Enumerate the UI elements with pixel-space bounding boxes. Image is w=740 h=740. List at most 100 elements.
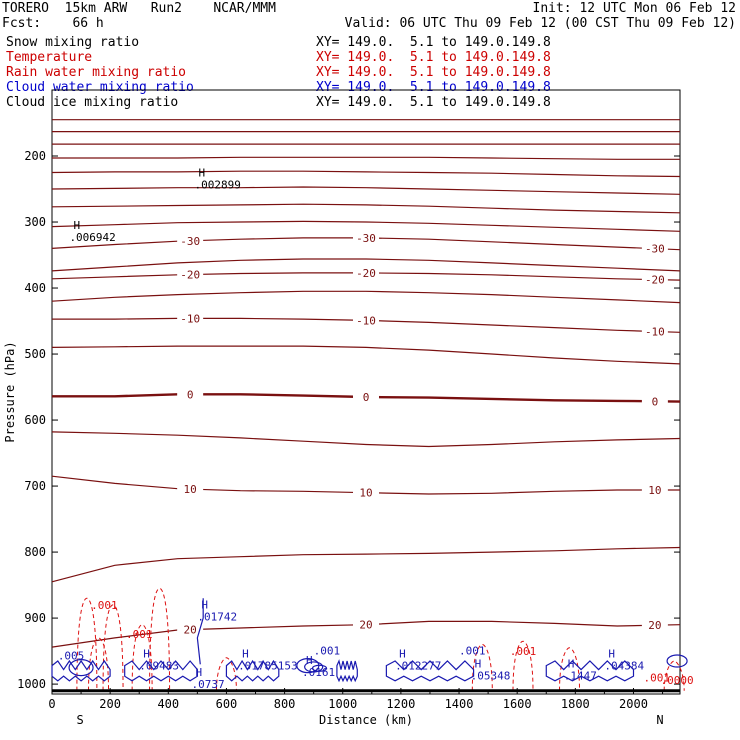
x-tick-label-2: 400 bbox=[157, 697, 179, 711]
cloud-water-cell-2 bbox=[304, 661, 324, 673]
y-tick-label-4: 600 bbox=[24, 413, 46, 427]
isotherm-label-bg bbox=[353, 390, 379, 403]
plot-frame bbox=[51, 89, 681, 695]
isotherm-label-16-2: 10 bbox=[648, 484, 661, 497]
max-marker-0: H bbox=[198, 166, 205, 179]
isotherm-label-12-0: -10 bbox=[180, 312, 200, 325]
y-tick-label-1: 300 bbox=[24, 215, 46, 229]
field-name-3: Cloud water mixing ratio bbox=[6, 80, 194, 95]
max-value-4: .01785153 bbox=[238, 660, 298, 673]
isotherm-3 bbox=[52, 156, 680, 160]
max-value-11: .001 bbox=[314, 644, 341, 657]
isotherm-15 bbox=[51, 431, 681, 448]
field-name-0: Snow mixing ratio bbox=[6, 35, 140, 50]
rain-label-1: .001 bbox=[126, 628, 153, 641]
rain-contour-5 bbox=[215, 657, 237, 691]
cloud-water-contour-3 bbox=[336, 659, 358, 683]
isotherm-label-12-1: -10 bbox=[356, 314, 376, 327]
rain-contour-7 bbox=[512, 640, 534, 691]
field-xy-2: XY= 149.0. 5.1 to 149.0.149.8 bbox=[316, 65, 551, 80]
rain-label-3: .001 bbox=[643, 671, 670, 684]
cloud-water-contour-0 bbox=[51, 659, 111, 682]
field-xy-0: XY= 149.0. 5.1 to 149.0.149.8 bbox=[316, 35, 551, 50]
isotherm-label-18-0: 20 bbox=[184, 624, 197, 637]
forecast-hour: Fcst: 66 h bbox=[2, 16, 104, 31]
rain-label-2: .001 bbox=[510, 645, 537, 658]
isotherm-label-bg bbox=[353, 266, 379, 279]
cloud-water-contour-4 bbox=[385, 660, 475, 682]
isotherm-label-bg bbox=[177, 234, 204, 247]
rain-label-4: .0000 bbox=[661, 674, 694, 687]
isotherm-label-bg bbox=[177, 483, 204, 496]
rain-contour-1 bbox=[102, 604, 124, 691]
cloud-water-cell-0 bbox=[68, 658, 94, 677]
max-marker-5: H bbox=[196, 666, 203, 679]
isotherm-label-10-0: -20 bbox=[180, 269, 200, 282]
max-marker-3: H bbox=[143, 648, 150, 661]
cloud-water-contour-5 bbox=[545, 660, 635, 682]
x-tick-label-6: 1200 bbox=[386, 697, 415, 711]
max-value-7: .012277 bbox=[395, 660, 441, 673]
isotherm-label-16-1: 10 bbox=[359, 487, 372, 500]
y-tick-label-7: 900 bbox=[24, 611, 46, 625]
north-end-label: N bbox=[656, 713, 663, 727]
x-tick-label-0: 0 bbox=[48, 697, 55, 711]
y-tick-label-2: 400 bbox=[24, 281, 46, 295]
valid-time: Valid: 06 UTC Thu 09 Feb 12 (00 CST Thu … bbox=[344, 16, 736, 31]
isotherm-label-bg bbox=[177, 388, 204, 401]
y-tick-label-5: 700 bbox=[24, 479, 46, 493]
isotherm-label-bg bbox=[641, 484, 668, 497]
field-xy-1: XY= 149.0. 5.1 to 149.0.149.8 bbox=[316, 50, 551, 65]
y-tick-label-8: 1000 bbox=[17, 677, 46, 691]
isotherm-label-bg bbox=[353, 618, 379, 631]
isotherm-label-bg bbox=[641, 273, 668, 286]
isotherm-label-bg bbox=[353, 314, 379, 327]
isotherm-label-8-2: -30 bbox=[645, 243, 665, 256]
isotherm-label-bg bbox=[641, 619, 668, 632]
max-marker-1: H bbox=[73, 219, 80, 232]
rain-label-0: .001 bbox=[91, 599, 118, 612]
max-value-8: .05348 bbox=[471, 669, 511, 682]
y-tick-label-3: 500 bbox=[24, 347, 46, 361]
x-tick-label-4: 800 bbox=[274, 697, 296, 711]
field-xy-3: XY= 149.0. 5.1 to 149.0.149.8 bbox=[316, 80, 551, 95]
max-value-13: .005 bbox=[58, 650, 85, 663]
isotherm-17 bbox=[51, 546, 681, 583]
isotherm-label-bg bbox=[641, 325, 668, 338]
max-marker-10: H bbox=[608, 648, 615, 661]
field-name-2: Rain water mixing ratio bbox=[6, 65, 187, 80]
x-tick-label-1: 200 bbox=[99, 697, 121, 711]
max-value-0: .002899 bbox=[194, 178, 240, 191]
max-value-10: .04384 bbox=[604, 660, 644, 673]
isotherm-label-bg bbox=[641, 395, 668, 408]
rain-contour-3 bbox=[149, 587, 171, 691]
isotherm-13 bbox=[51, 345, 681, 365]
max-marker-6: H bbox=[306, 654, 313, 667]
y-tick-label-0: 200 bbox=[24, 149, 46, 163]
init-time: Init: 12 UTC Mon 06 Feb 12 bbox=[532, 1, 737, 16]
rain-contour-6 bbox=[471, 643, 493, 691]
max-value-1: .006942 bbox=[69, 231, 115, 244]
isotherm-label-bg bbox=[177, 623, 204, 636]
isotherm-label-8-0: -30 bbox=[180, 235, 200, 248]
max-value-5: .0737 bbox=[192, 678, 225, 691]
max-value-9: .1447 bbox=[564, 669, 597, 682]
isotherm-11 bbox=[51, 290, 681, 304]
isotherm-label-14-2: 0 bbox=[652, 395, 659, 408]
max-marker-4: H bbox=[242, 648, 249, 661]
max-marker-9: H bbox=[568, 657, 575, 670]
max-value-12: .001 bbox=[459, 644, 486, 657]
isotherm-label-8-1: -30 bbox=[356, 232, 376, 245]
isotherm-label-10-1: -20 bbox=[356, 267, 376, 280]
isotherm-label-16-0: 10 bbox=[184, 483, 197, 496]
isotherm-label-12-2: -10 bbox=[645, 325, 665, 338]
x-tick-label-10: 2000 bbox=[619, 697, 648, 711]
field-xy-4: XY= 149.0. 5.1 to 149.0.149.8 bbox=[316, 95, 551, 110]
isotherm-label-10-2: -20 bbox=[645, 274, 665, 287]
x-tick-label-7: 1400 bbox=[445, 697, 474, 711]
isotherm-label-14-0: 0 bbox=[187, 388, 194, 401]
max-value-3: .09483 bbox=[139, 660, 179, 673]
isotherm-9 bbox=[51, 258, 681, 272]
isotherm-label-bg bbox=[177, 268, 204, 281]
